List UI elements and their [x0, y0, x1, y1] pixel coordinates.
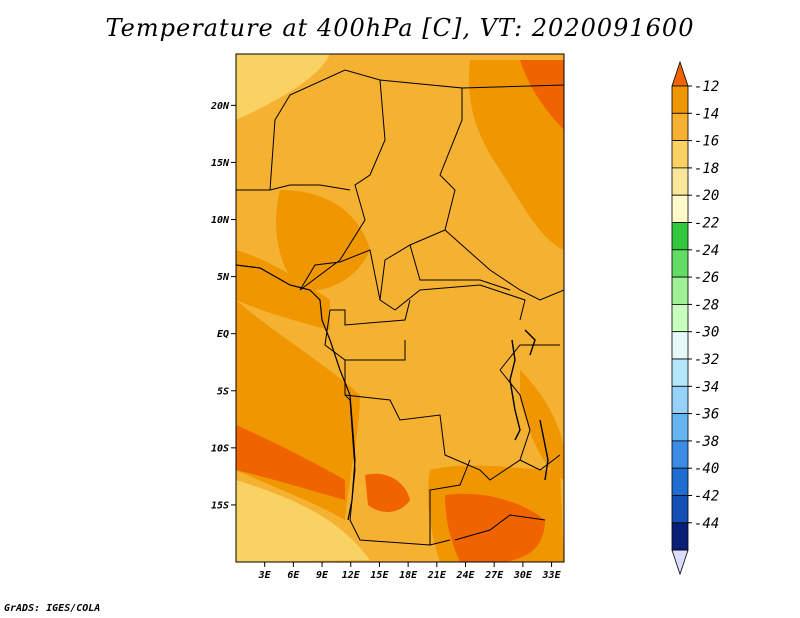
colorbar-box	[671, 194, 689, 223]
lon-tick-label: 9E	[316, 570, 329, 581]
colorbar-label: -30	[694, 325, 719, 341]
colorbar-box	[671, 85, 689, 114]
colorbar-box	[671, 167, 689, 196]
colorbar-label: -42	[694, 489, 719, 505]
colorbar-label: -22	[694, 216, 719, 232]
shade-southeast-hot-2	[365, 473, 410, 512]
colorbar-label: -38	[694, 434, 719, 450]
lat-tick-label: 5S	[217, 386, 229, 397]
colorbar-box	[671, 276, 689, 305]
colorbar-box	[671, 331, 689, 360]
shade-east-band	[520, 370, 564, 480]
lon-tick-label: 24E	[455, 570, 475, 581]
colorbar-label: -16	[694, 134, 719, 150]
map-frame	[235, 53, 565, 563]
colorbar-label: -20	[694, 188, 719, 204]
lon-tick-label: 33E	[542, 570, 562, 581]
colorbar-label: -14	[694, 106, 719, 122]
grads-credit: GrADS: IGES/COLA	[4, 603, 101, 614]
lat-tick-label: 20N	[210, 101, 230, 112]
border-lines	[236, 69, 564, 546]
colorbar-box	[671, 222, 689, 251]
latitude-axis: 20N 15N 10N 5N EQ 5S 10S 15S	[210, 101, 236, 511]
colorbar-top-arrow	[671, 60, 689, 87]
lon-tick-label: 21E	[427, 570, 447, 581]
country-borders	[236, 69, 564, 546]
lon-tick-label: 27E	[484, 570, 504, 581]
colorbar-box	[671, 140, 689, 169]
shade-southeast-hot	[445, 493, 545, 562]
colorbar-box	[671, 522, 689, 551]
lat-tick-label: EQ	[217, 329, 229, 340]
shade-northeast	[469, 60, 564, 250]
colorbar-label: -26	[694, 270, 719, 286]
colorbar-label: -24	[694, 243, 719, 259]
colorbar-label: -44	[694, 516, 719, 532]
shade-west-interior	[236, 250, 330, 330]
colorbar-label: -18	[694, 161, 719, 177]
temperature-shading	[236, 54, 564, 562]
shade-nigeria	[276, 190, 370, 291]
great-lakes	[509, 329, 549, 481]
shade-central	[378, 270, 520, 440]
longitude-axis: 3E 6E 9E 12E 15E 18E 21E 24E 27E 30E 33E	[258, 562, 562, 581]
colorbar-box	[671, 385, 689, 414]
shade-north-cool	[236, 54, 330, 120]
colorbar-label: -28	[694, 297, 719, 313]
coastline	[236, 264, 356, 521]
shade-band-south-cool	[236, 480, 370, 562]
map-panel	[235, 53, 565, 563]
colorbar: -12 -14 -16 -18 -20 -22 -24 -26 -28 -30 -32 -34 -36 -…	[671, 60, 719, 576]
colorbar-label: -40	[694, 461, 719, 477]
lat-tick-label: 10S	[211, 443, 229, 454]
lon-tick-label: 6E	[287, 570, 300, 581]
colorbar-label: -34	[694, 379, 719, 395]
lon-tick-label: 15E	[370, 570, 389, 581]
colorbar-box	[671, 249, 689, 278]
colorbar-box	[671, 467, 689, 496]
colorbar-box	[671, 413, 689, 442]
lat-tick-label: 15S	[211, 500, 229, 511]
colorbar-box	[671, 440, 689, 469]
lat-tick-label: 15N	[211, 158, 230, 169]
colorbar-box	[671, 358, 689, 387]
shade-band-southwest-deep	[236, 425, 345, 500]
map-title: Temperature at 400hPa [C], VT: 202009160…	[105, 14, 695, 42]
colorbar-label: -36	[694, 407, 719, 423]
colorbar-box	[671, 303, 689, 333]
lat-tick-label: 10N	[211, 215, 230, 226]
lon-tick-label: 12E	[342, 570, 361, 581]
lon-tick-label: 30E	[513, 570, 533, 581]
colorbar-bottom-arrow	[671, 549, 689, 576]
colorbar-box	[671, 112, 689, 142]
colorbar-box	[671, 495, 689, 524]
colorbar-label: -32	[694, 352, 719, 368]
lat-tick-label: 5N	[217, 272, 230, 283]
lon-tick-label: 3E	[258, 570, 272, 581]
lon-tick-label: 18E	[399, 570, 418, 581]
colorbar-label: -12	[694, 79, 719, 95]
shade-northeast-hot	[520, 60, 564, 130]
